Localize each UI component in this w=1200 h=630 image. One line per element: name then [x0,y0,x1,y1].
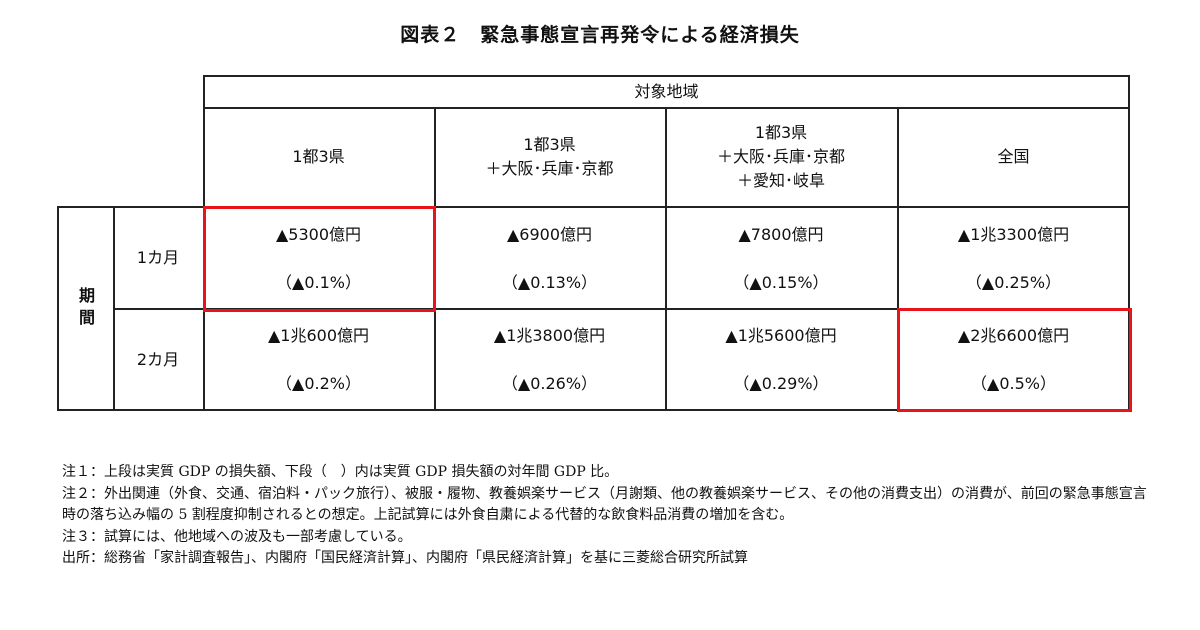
column-header: 1都3県 [203,108,434,206]
column-header: 1都3県 ＋大阪･兵庫･京都 [434,108,665,206]
gdp-ratio: （▲0.26%） [501,374,598,393]
value-cell: ▲1兆600億円 （▲0.2%） [203,310,434,410]
value-cell: ▲1兆5600億円 （▲0.29%） [665,310,897,410]
column-header-line: ＋大阪･兵庫･京都 [485,159,614,178]
loss-amount: ▲5300億円 [275,225,362,244]
row-group-header: 期間 [76,286,95,331]
row-header: 2カ月 [136,349,180,369]
divider [665,107,667,411]
column-header: 1都3県 ＋大阪･兵庫･京都 ＋愛知･岐阜 [665,108,897,206]
note-1: 注１：上段は実質 GDP の損失額、下段（ ）内は実質 GDP 損失額の対年間 … [62,464,619,480]
divider [57,206,59,411]
row-header: 1カ月 [136,248,180,267]
highlight-box [897,308,1132,412]
divider [1128,75,1130,411]
loss-amount: ▲7800億円 [738,225,824,244]
divider [897,107,899,411]
value-cell: ▲2兆6600億円 （▲0.5%） [897,310,1130,410]
highlight-box [203,206,436,312]
divider [203,107,1130,109]
value-cell: ▲5300億円 （▲0.1%） [203,208,434,310]
gdp-ratio: （▲0.25%） [965,273,1062,292]
column-header-line: ＋大阪･兵庫･京都 [716,147,845,166]
divider [203,75,1130,77]
column-header-line: 1都3県 [754,123,808,142]
loss-amount: ▲2兆6600億円 [957,326,1070,345]
note-3: 注３：試算には、他地域への波及も一部考慮している。 [62,528,412,545]
value-cell: ▲1兆3300億円 （▲0.25%） [897,208,1130,310]
divider [113,206,115,411]
value-cell: ▲7800億円 （▲0.15%） [665,208,897,310]
column-header-line: ＋愛知･岐阜 [736,171,825,190]
gdp-ratio: （▲0.2%） [276,374,361,393]
gdp-ratio: （▲0.13%） [501,273,598,292]
column-group-header: 対象地域 [634,82,699,101]
column-header: 全国 [897,108,1130,206]
value-cell: ▲1兆3800億円 （▲0.26%） [434,310,665,410]
column-header-line: 1都3県 [292,147,345,166]
loss-amount: ▲6900億円 [506,225,592,244]
source: 出所：総務省「家計調査報告」、内閣府「国民経済計算」、内閣府「県民経済計算」を基… [62,550,748,566]
loss-amount: ▲1兆5600億円 [725,326,837,345]
gdp-ratio: （▲0.1%） [276,273,361,292]
value-cell: ▲6900億円 （▲0.13%） [434,208,665,310]
column-header-line: 全国 [997,147,1030,166]
column-header-line: 1都3県 [523,135,576,154]
note-2: 注２：外出関連（外食、交通、宿泊料・パック旅行）、被服・履物、教養娯楽サービス（… [62,485,1147,524]
gdp-ratio: （▲0.5%） [971,374,1056,393]
gdp-ratio: （▲0.15%） [733,273,829,292]
gdp-ratio: （▲0.29%） [733,374,829,393]
figure-title: 図表２ 緊急事態宣言再発令による経済損失 [400,24,800,46]
loss-amount: ▲1兆3300億円 [957,225,1070,244]
divider [57,206,1130,208]
divider [57,409,1130,411]
loss-amount: ▲1兆600億円 [267,326,370,345]
loss-amount: ▲1兆3800億円 [493,326,606,345]
notes: 注１：上段は実質 GDP の損失額、下段（ ）内は実質 GDP 損失額の対年間 … [62,462,1152,570]
divider [113,308,1130,310]
